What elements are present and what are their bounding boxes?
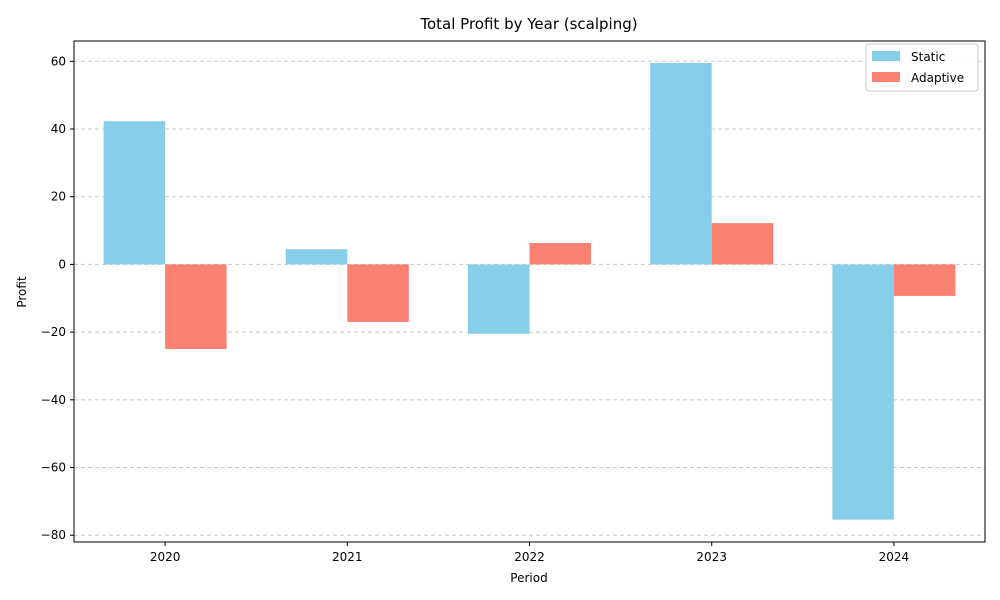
bar-static-2023 xyxy=(650,63,712,265)
y-tick-label: 0 xyxy=(58,257,66,271)
bar-adaptive-2024 xyxy=(893,264,956,296)
y-tick-label: 20 xyxy=(51,190,66,204)
y-tick-label: −60 xyxy=(41,461,66,475)
x-tick-label: 2024 xyxy=(879,550,910,564)
bar-adaptive-2023 xyxy=(711,223,774,265)
x-axis-ticks: 2020 2021 2022 2023 2024 xyxy=(150,542,909,564)
x-tick-label: 2022 xyxy=(514,550,545,564)
y-tick-label: −20 xyxy=(41,325,66,339)
legend-label-adaptive: Adaptive xyxy=(911,71,964,85)
bar-static-2020 xyxy=(103,121,166,265)
y-tick-label: −40 xyxy=(41,393,66,407)
x-axis-label: Period xyxy=(510,571,547,585)
bar-adaptive-2021 xyxy=(347,264,409,322)
bars xyxy=(103,63,956,520)
x-tick-label: 2023 xyxy=(696,550,727,564)
bar-static-2021 xyxy=(285,249,348,265)
bar-static-2024 xyxy=(832,264,894,520)
bar-adaptive-2022 xyxy=(529,243,591,265)
x-tick-label: 2021 xyxy=(332,550,363,564)
legend: Static Adaptive xyxy=(865,43,979,92)
y-tick-label: 60 xyxy=(51,54,66,68)
y-axis-ticks: −80 −60 −40 −20 0 20 40 60 xyxy=(41,54,74,542)
y-axis-label: Profit xyxy=(15,276,29,308)
bar-adaptive-2020 xyxy=(165,264,227,350)
chart-title: Total Profit by Year (scalping) xyxy=(419,15,637,33)
y-tick-label: 40 xyxy=(51,122,66,136)
bar-static-2022 xyxy=(468,264,530,334)
y-tick-label: −80 xyxy=(41,528,66,542)
legend-label-static: Static xyxy=(911,50,945,64)
legend-swatch-adaptive xyxy=(872,72,900,82)
x-tick-label: 2020 xyxy=(150,550,181,564)
legend-swatch-static xyxy=(872,51,900,61)
